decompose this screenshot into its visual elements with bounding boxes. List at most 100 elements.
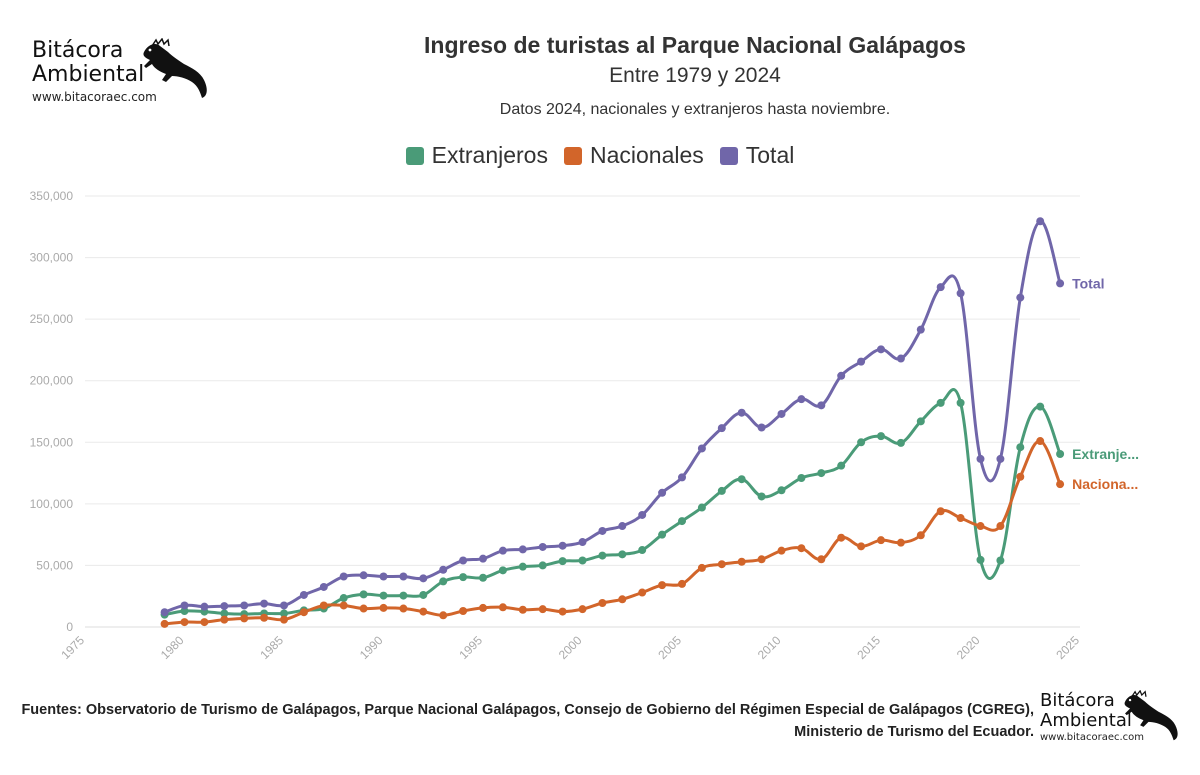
data-point-nacionales[interactable] xyxy=(459,606,468,615)
data-point-extranjeros[interactable] xyxy=(479,573,487,582)
data-point-nacionales[interactable] xyxy=(379,603,388,612)
data-point-extranjeros[interactable] xyxy=(717,486,726,495)
data-point-nacionales[interactable] xyxy=(518,605,527,614)
data-point-total[interactable] xyxy=(260,599,269,608)
data-point-extranjeros[interactable] xyxy=(399,591,408,600)
data-point-total[interactable] xyxy=(180,601,189,610)
data-point-total[interactable] xyxy=(996,454,1005,463)
data-point-total[interactable] xyxy=(638,510,647,519)
data-point-extranjeros[interactable] xyxy=(538,561,547,570)
data-point-nacionales[interactable] xyxy=(877,536,885,545)
data-point-total[interactable] xyxy=(339,572,348,581)
data-point-nacionales[interactable] xyxy=(896,538,905,547)
data-point-extranjeros[interactable] xyxy=(439,577,448,586)
data-point-nacionales[interactable] xyxy=(697,563,706,572)
data-point-nacionales[interactable] xyxy=(419,607,428,616)
data-point-total[interactable] xyxy=(1056,279,1065,288)
data-point-total[interactable] xyxy=(817,401,826,410)
data-point-extranjeros[interactable] xyxy=(936,398,945,407)
data-point-nacionales[interactable] xyxy=(717,560,726,569)
data-point-nacionales[interactable] xyxy=(399,604,408,613)
data-point-total[interactable] xyxy=(976,454,985,463)
data-point-total[interactable] xyxy=(1016,293,1025,302)
data-point-extranjeros[interactable] xyxy=(678,517,686,526)
data-point-total[interactable] xyxy=(479,554,487,563)
data-point-nacionales[interactable] xyxy=(280,615,288,624)
data-point-extranjeros[interactable] xyxy=(498,566,507,575)
data-point-nacionales[interactable] xyxy=(936,507,945,516)
legend-item-nacionales[interactable]: Nacionales xyxy=(563,142,704,169)
data-point-nacionales[interactable] xyxy=(956,514,965,523)
data-point-total[interactable] xyxy=(200,602,209,611)
data-point-nacionales[interactable] xyxy=(777,546,786,555)
data-point-extranjeros[interactable] xyxy=(777,486,786,495)
data-point-extranjeros[interactable] xyxy=(359,590,368,599)
data-point-total[interactable] xyxy=(558,541,567,550)
data-point-extranjeros[interactable] xyxy=(956,398,965,407)
data-point-total[interactable] xyxy=(936,283,945,292)
data-point-total[interactable] xyxy=(578,538,587,547)
data-point-total[interactable] xyxy=(280,601,288,610)
data-point-nacionales[interactable] xyxy=(220,615,229,624)
data-point-nacionales[interactable] xyxy=(797,544,806,553)
legend-item-total[interactable]: Total xyxy=(719,142,794,169)
data-point-total[interactable] xyxy=(618,522,627,531)
data-point-total[interactable] xyxy=(220,602,229,611)
data-point-total[interactable] xyxy=(877,345,885,354)
data-point-extranjeros[interactable] xyxy=(916,417,925,426)
data-point-total[interactable] xyxy=(498,546,507,555)
data-point-nacionales[interactable] xyxy=(916,531,925,540)
data-point-nacionales[interactable] xyxy=(817,555,826,564)
data-point-extranjeros[interactable] xyxy=(339,594,348,603)
data-point-extranjeros[interactable] xyxy=(598,551,607,560)
data-point-total[interactable] xyxy=(717,424,726,433)
data-point-extranjeros[interactable] xyxy=(817,469,826,478)
data-point-nacionales[interactable] xyxy=(1056,480,1065,489)
data-point-total[interactable] xyxy=(678,473,686,482)
data-point-nacionales[interactable] xyxy=(439,611,448,620)
data-point-total[interactable] xyxy=(399,572,408,581)
data-point-nacionales[interactable] xyxy=(598,598,607,607)
data-point-total[interactable] xyxy=(459,556,468,565)
data-point-total[interactable] xyxy=(379,572,388,581)
data-point-extranjeros[interactable] xyxy=(896,438,905,447)
data-point-extranjeros[interactable] xyxy=(837,461,846,470)
data-point-extranjeros[interactable] xyxy=(857,438,866,447)
data-point-nacionales[interactable] xyxy=(160,619,169,628)
data-point-nacionales[interactable] xyxy=(1036,437,1045,446)
data-point-nacionales[interactable] xyxy=(837,533,846,542)
data-point-nacionales[interactable] xyxy=(299,608,308,617)
data-point-total[interactable] xyxy=(658,488,667,497)
data-point-total[interactable] xyxy=(896,354,905,363)
data-point-extranjeros[interactable] xyxy=(419,590,428,599)
data-point-nacionales[interactable] xyxy=(578,605,587,614)
data-point-extranjeros[interactable] xyxy=(618,550,627,559)
data-point-extranjeros[interactable] xyxy=(578,556,587,565)
data-point-total[interactable] xyxy=(160,608,169,617)
data-point-nacionales[interactable] xyxy=(339,601,348,610)
data-point-nacionales[interactable] xyxy=(498,603,507,612)
data-point-extranjeros[interactable] xyxy=(1056,449,1065,458)
data-point-extranjeros[interactable] xyxy=(220,609,229,618)
data-point-total[interactable] xyxy=(319,582,328,591)
data-point-nacionales[interactable] xyxy=(240,614,249,623)
data-point-total[interactable] xyxy=(1036,217,1045,226)
data-point-nacionales[interactable] xyxy=(180,618,189,627)
data-point-nacionales[interactable] xyxy=(737,557,746,566)
data-point-nacionales[interactable] xyxy=(538,605,547,614)
data-point-extranjeros[interactable] xyxy=(658,530,667,539)
data-point-extranjeros[interactable] xyxy=(1036,402,1045,411)
data-point-nacionales[interactable] xyxy=(976,522,985,531)
data-point-nacionales[interactable] xyxy=(857,542,866,551)
data-point-extranjeros[interactable] xyxy=(877,432,885,441)
data-point-extranjeros[interactable] xyxy=(459,573,468,582)
data-point-total[interactable] xyxy=(439,565,448,574)
data-point-total[interactable] xyxy=(956,289,965,298)
data-point-extranjeros[interactable] xyxy=(976,555,985,564)
data-point-extranjeros[interactable] xyxy=(797,473,806,482)
data-point-total[interactable] xyxy=(299,590,308,599)
data-point-total[interactable] xyxy=(518,545,527,554)
legend-item-extranjeros[interactable]: Extranjeros xyxy=(405,142,548,169)
data-point-extranjeros[interactable] xyxy=(280,609,288,618)
data-point-extranjeros[interactable] xyxy=(996,556,1005,565)
